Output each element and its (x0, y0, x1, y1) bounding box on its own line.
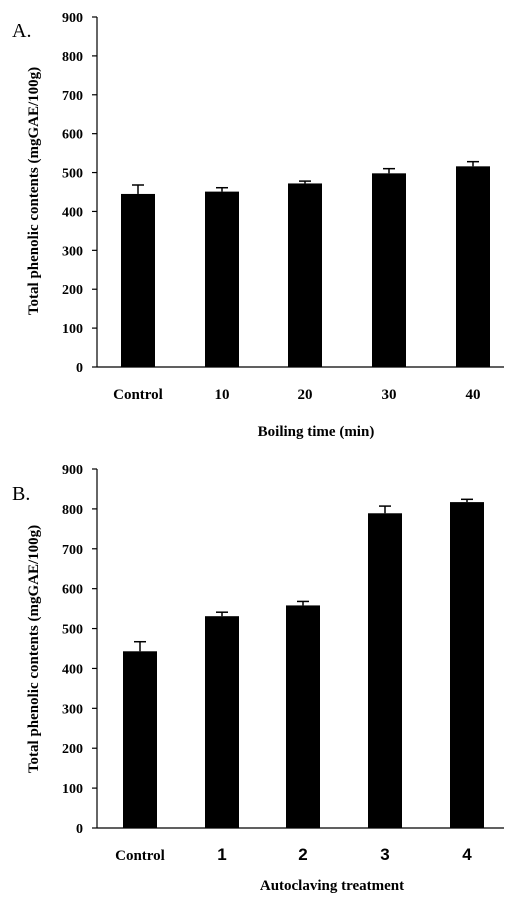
bar (205, 191, 239, 367)
y-tick-label: 0 (76, 361, 83, 376)
x-axis-title-b: Autoclaving treatment (260, 878, 404, 894)
y-tick-label: 300 (62, 244, 83, 259)
y-axis-title-b: Total phenolic contents (mgGAE/100g) (26, 525, 42, 773)
bar (286, 605, 320, 828)
x-category-label: 3 (380, 845, 389, 864)
y-tick-label: 200 (62, 283, 83, 298)
x-category-label: 2 (298, 845, 307, 864)
y-tick-label: 100 (62, 782, 83, 797)
y-tick-label: 900 (62, 463, 83, 478)
bar (372, 173, 406, 367)
y-tick-label: 900 (62, 11, 83, 26)
y-tick-label: 400 (62, 662, 83, 677)
x-category-label: 10 (215, 387, 230, 403)
bar (456, 166, 490, 367)
x-category-label: 20 (298, 387, 313, 403)
y-tick-label: 700 (62, 543, 83, 558)
bar (205, 616, 239, 828)
x-category-label: Control (115, 848, 165, 864)
panel-label-a: A. (12, 20, 31, 42)
x-category-label: 40 (466, 387, 481, 403)
y-tick-label: 700 (62, 89, 83, 104)
bar (123, 651, 157, 828)
bar (288, 183, 322, 367)
y-tick-label: 600 (62, 128, 83, 143)
chart-panel-b: B. Total phenolic contents (mgGAE/100g) … (12, 463, 504, 894)
panel-label-b: B. (12, 483, 30, 505)
chart-panel-a: A. Total phenolic contents (mgGAE/100g) … (12, 11, 504, 440)
y-tick-label: 800 (62, 50, 83, 65)
x-category-label: 4 (462, 845, 472, 864)
bar (368, 513, 402, 828)
y-tick-label: 500 (62, 167, 83, 182)
y-axis-title-a: Total phenolic contents (mgGAE/100g) (26, 67, 42, 315)
x-category-label: Control (113, 387, 163, 403)
x-category-label: 1 (217, 845, 226, 864)
y-tick-label: 800 (62, 503, 83, 518)
y-tick-label: 300 (62, 702, 83, 717)
y-tick-label: 500 (62, 623, 83, 638)
bar (450, 502, 484, 828)
y-tick-label: 400 (62, 205, 83, 220)
x-category-label: 30 (382, 387, 397, 403)
y-tick-label: 0 (76, 822, 83, 837)
y-tick-label: 100 (62, 322, 83, 337)
x-axis-title-a: Boiling time (min) (258, 424, 375, 440)
y-tick-label: 200 (62, 742, 83, 757)
bar (121, 193, 155, 367)
y-tick-label: 600 (62, 583, 83, 598)
